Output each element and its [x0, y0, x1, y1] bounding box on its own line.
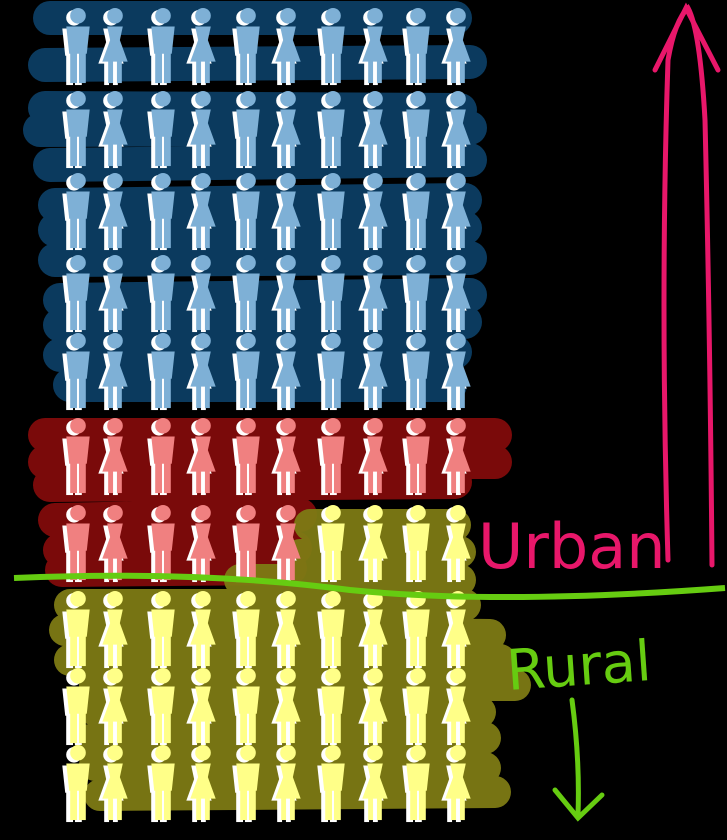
rural-label: Rural — [504, 629, 653, 704]
drawing: Urban Rural — [0, 0, 727, 840]
urban-label: Urban — [478, 510, 666, 583]
